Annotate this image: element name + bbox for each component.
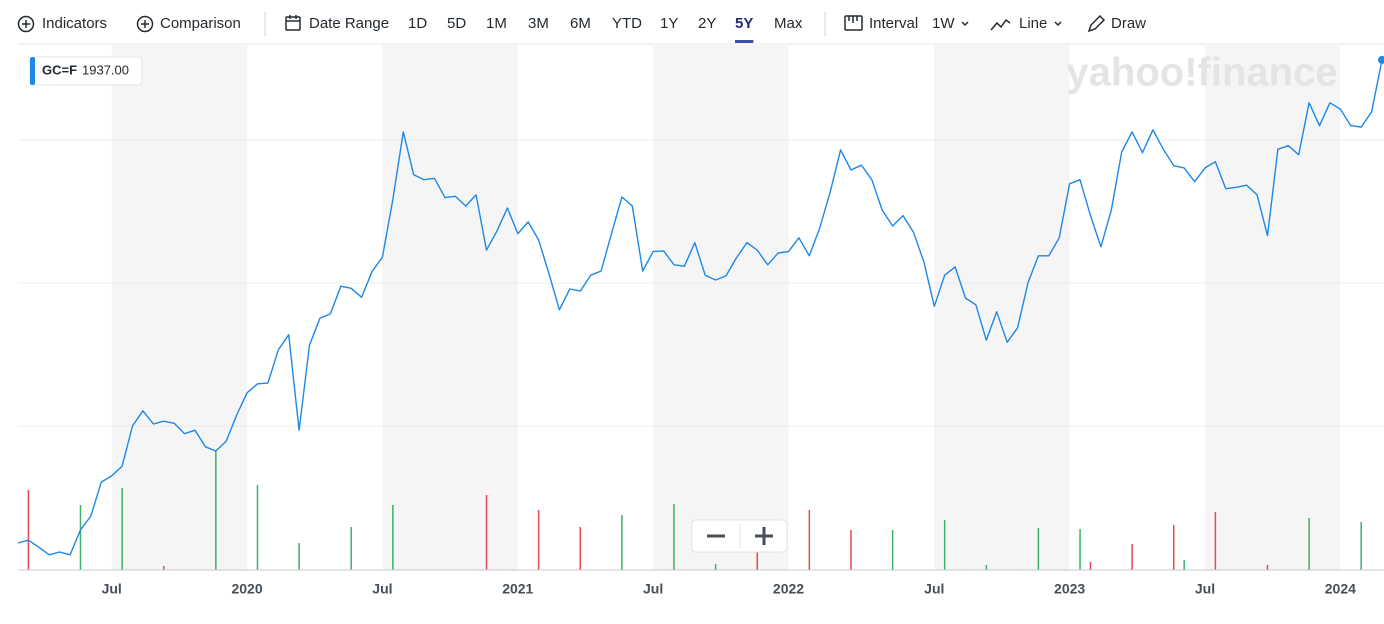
x-tick-label: Jul	[924, 581, 944, 597]
period-band	[1204, 44, 1341, 570]
range-button[interactable]: 6M	[570, 15, 591, 32]
price-chip: GC=F 1937.00	[29, 56, 143, 86]
zoom-in[interactable]	[755, 527, 773, 545]
period-band	[382, 44, 518, 570]
range-button[interactable]: 5D	[447, 15, 466, 32]
indicators-button[interactable]: Indicators	[17, 15, 108, 33]
range-selected-underline	[735, 40, 754, 43]
date-range-label[interactable]: Date Range	[309, 15, 389, 32]
range-button[interactable]: 1D	[408, 15, 427, 32]
range-button[interactable]: YTD	[612, 15, 642, 32]
x-tick-label: 2024	[1325, 581, 1356, 597]
date-range-button[interactable]: Date Range	[285, 15, 389, 32]
x-tick-label: Jul	[643, 581, 663, 597]
chip-price: 1937.00	[82, 62, 129, 77]
range-button[interactable]: 1Y	[660, 15, 678, 32]
comparison-button[interactable]: Comparison	[136, 15, 241, 33]
interval-value[interactable]: 1W	[932, 15, 955, 32]
indicators-label[interactable]: Indicators	[42, 15, 107, 32]
chip-color	[30, 57, 35, 85]
x-tick-label: 2023	[1054, 581, 1085, 597]
x-tick-label: Jul	[372, 581, 392, 597]
x-tick-label: Jul	[1195, 581, 1215, 597]
period-band	[934, 44, 1070, 570]
draw-button[interactable]: Draw	[1087, 14, 1146, 33]
period-bands	[111, 44, 1341, 570]
watermark: yahoo!finance	[1066, 51, 1337, 95]
x-tick-label: 2022	[773, 581, 804, 597]
grid	[18, 139, 1384, 427]
period-band	[653, 44, 789, 570]
chart-type-label[interactable]: Line	[1019, 15, 1047, 32]
zoom-controls	[691, 519, 788, 553]
draw-label[interactable]: Draw	[1111, 15, 1146, 32]
range-button[interactable]: 2Y	[698, 15, 716, 32]
comparison-label[interactable]: Comparison	[160, 15, 241, 32]
period-band	[111, 44, 248, 570]
chip-symbol: GC=F	[42, 62, 77, 77]
range-button[interactable]: Max	[774, 15, 803, 32]
x-tick-label: Jul	[102, 581, 122, 597]
toolbar: Indicators Comparison Date Range 1D 5D 1M 3…	[17, 12, 1146, 43]
range-button[interactable]: 3M	[528, 15, 549, 32]
x-tick-label: 2020	[231, 581, 262, 597]
interval-button[interactable]: Interval 1W	[844, 15, 969, 32]
last-point	[1378, 55, 1384, 64]
plot: Jul 2020 Jul 2021 Jul 2022 Jul 2023 Jul 2024	[17, 55, 1384, 597]
interval-label[interactable]: Interval	[869, 15, 918, 32]
x-tick-label: 2021	[502, 581, 533, 597]
price-line	[17, 59, 1383, 556]
range-buttons: 1D 5D 1M 3M 6M YTD 1Y 2Y 5Y Max	[408, 15, 803, 43]
range-button[interactable]: 5Y	[735, 15, 753, 32]
chart-type-button[interactable]: Line	[990, 15, 1062, 32]
range-button[interactable]: 1M	[486, 15, 507, 32]
